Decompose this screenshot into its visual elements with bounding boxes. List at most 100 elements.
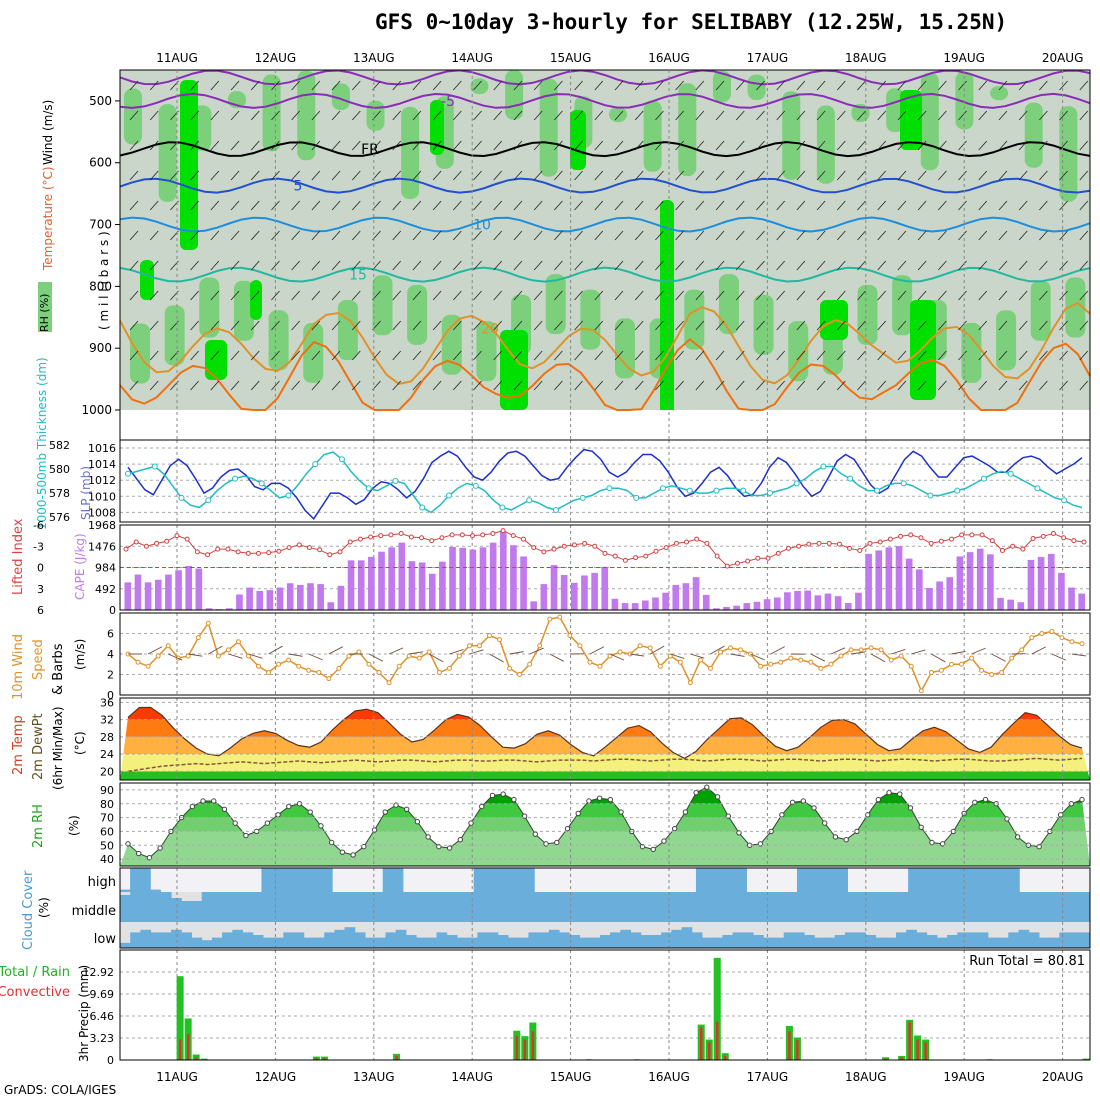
cloud-cover-cell xyxy=(620,929,632,948)
upper-wind-barb xyxy=(614,320,624,331)
upper-wind-barb xyxy=(917,80,927,91)
upper-wind-barb xyxy=(1079,200,1089,211)
axis-label-minmax: (6hr Min/Max) xyxy=(51,707,65,791)
upper-wind-barb xyxy=(473,350,482,361)
cloud-cover-cell xyxy=(140,892,152,922)
cape-bar xyxy=(195,568,203,610)
upper-wind-barb xyxy=(210,80,220,91)
upper-wind-barb xyxy=(1059,320,1068,331)
upper-wind-barb xyxy=(655,260,664,271)
upper-wind-barb xyxy=(190,80,199,91)
upper-wind-barb xyxy=(1039,380,1048,391)
upper-wind-barb xyxy=(351,200,361,211)
surface-wind-barb xyxy=(870,653,886,663)
li-tick--6: -6 xyxy=(33,519,44,532)
upper-wind-barb xyxy=(978,290,988,301)
lifted-index-point xyxy=(663,545,669,551)
upper-wind-barb xyxy=(554,230,563,241)
surface-wind-barb xyxy=(167,653,183,661)
surface-wind-barb xyxy=(670,653,685,659)
wind-speed-line-point xyxy=(868,645,874,651)
li-tick-3: 3 xyxy=(37,583,44,596)
upper-wind-barb xyxy=(311,110,321,121)
cape-bar xyxy=(976,548,984,610)
upper-wind-barb xyxy=(311,260,321,271)
cloud-cover-cell xyxy=(967,892,979,922)
upper-wind-barb xyxy=(877,200,887,211)
cape-bar xyxy=(154,579,162,610)
cloud-cover-cell xyxy=(763,892,774,922)
slp-tick-1010: 1010 xyxy=(88,490,116,503)
lifted-index-point xyxy=(836,541,842,547)
credit-label: GrADS: COLA/IGES xyxy=(4,1083,117,1097)
upper-wind-barb xyxy=(351,260,361,271)
upper-wind-barb xyxy=(432,230,442,241)
upper-wind-barb xyxy=(331,290,341,301)
upper-wind-barb xyxy=(715,80,725,91)
upper-wind-barb xyxy=(1059,350,1068,361)
wind-speed-line-point xyxy=(758,663,764,669)
page-title: GFS 0~10day 3-hourly for SELIBABY (12.25… xyxy=(375,10,1008,34)
upper-wind-barb xyxy=(938,260,947,271)
cloud-cover-cell xyxy=(1008,932,1020,948)
cape-bar xyxy=(317,584,324,610)
axis-label-rh: RH (%) xyxy=(38,294,51,332)
rh2m-point xyxy=(500,791,506,797)
thickness-line-point xyxy=(151,463,158,470)
isotherm-label-4: 15 xyxy=(349,268,367,284)
lifted-index-point xyxy=(154,540,160,546)
cloud-cover-cell xyxy=(262,937,274,948)
rh2m-tick-50: 50 xyxy=(100,839,114,852)
rh2m-point xyxy=(875,796,882,803)
rh2m-point xyxy=(907,805,914,811)
upper-wind-barb xyxy=(816,140,826,151)
cape-bar xyxy=(1037,556,1045,610)
precip-total-bar xyxy=(713,957,721,1060)
upper-wind-barb xyxy=(473,290,482,301)
upper-wind-barb xyxy=(473,110,482,121)
rh2m-point xyxy=(693,789,699,796)
surface-wind-barb xyxy=(429,653,444,663)
axis-label-temperature: Temperature (°C) xyxy=(41,166,55,271)
slp-panel-frame xyxy=(119,439,1091,523)
upper-wind-barb xyxy=(453,170,462,181)
upper-wind-barb xyxy=(776,350,785,361)
rh2m-tick-60: 60 xyxy=(100,825,114,838)
cloud-cover-cell xyxy=(395,929,407,948)
rh2m-point xyxy=(575,810,581,817)
upper-wind-barb xyxy=(655,350,664,361)
upper-wind-barb xyxy=(129,350,139,361)
rh2m-panel-frame xyxy=(119,782,1091,867)
thickness-line-point xyxy=(686,487,693,494)
thickness-line-point xyxy=(1007,470,1014,477)
wind-speed-line-point xyxy=(547,616,553,622)
isotherm-minus5 xyxy=(119,92,1091,109)
upper-wind-barb xyxy=(1079,260,1089,271)
rh-moist-patch xyxy=(920,72,939,171)
upper-wind-barb xyxy=(917,110,927,121)
cloud-cover-cell xyxy=(405,935,417,948)
cloud-cover-cell xyxy=(844,892,856,922)
wind-speed-line-point xyxy=(768,661,774,667)
cape-bar xyxy=(337,585,345,610)
cloud-cover-cell xyxy=(171,929,182,948)
upper-wind-barb xyxy=(655,140,664,151)
cape-bar xyxy=(855,592,862,610)
upper-wind-barb xyxy=(432,170,442,181)
upper-wind-barb xyxy=(574,260,583,271)
wind-tick-4: 4 xyxy=(107,648,114,661)
rh-saturated-patch xyxy=(180,80,198,250)
wind-speed-line-point xyxy=(878,647,884,653)
upper-wind-barb xyxy=(331,110,341,121)
cape-bar xyxy=(1058,572,1065,610)
cloud-cover-cell xyxy=(691,932,703,948)
cloud-cover-cell xyxy=(610,892,621,922)
isotherm-minus10 xyxy=(119,69,1091,86)
upper-wind-barb xyxy=(554,260,563,271)
upper-wind-barb xyxy=(412,200,422,211)
rh-moist-patch xyxy=(684,289,705,350)
lifted-index-point xyxy=(551,546,557,552)
wind-speed-line-point xyxy=(396,663,402,669)
cloud-cover-cell xyxy=(716,868,727,892)
upper-wind-barb xyxy=(513,290,523,301)
